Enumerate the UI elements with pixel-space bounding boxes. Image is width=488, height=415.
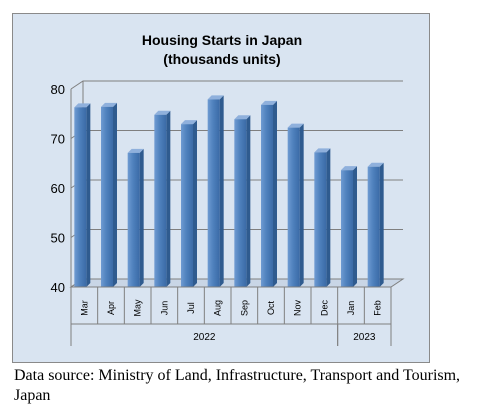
group-label: 2023 — [353, 332, 376, 343]
x-tick-label: Jan — [346, 301, 356, 316]
x-tick-label: Dec — [319, 300, 329, 317]
bar-side — [273, 100, 277, 287]
bar-side — [299, 123, 304, 287]
bar — [367, 166, 380, 287]
bar-side — [113, 102, 117, 287]
bar-top — [367, 162, 384, 167]
bar-top — [287, 123, 304, 128]
x-tick-label: Apr — [106, 301, 116, 315]
bar-top — [314, 148, 331, 153]
bar-top — [207, 95, 224, 100]
bar-side — [353, 166, 357, 287]
plot-area: 40 50 60 70 80 Mar Apr May Jun Jul Aug Sep Oct Nov Dec… — [51, 80, 405, 346]
bar-side — [139, 148, 144, 287]
bar — [74, 107, 87, 287]
chart-subtitle: (thousands units) — [163, 51, 280, 67]
bar-top — [261, 100, 277, 105]
bar-side — [166, 110, 171, 288]
x-tick-label: Feb — [373, 300, 383, 316]
source-note: Data source: Ministry of Land, Infrastru… — [14, 367, 461, 404]
y-tick-label: 60 — [51, 181, 65, 196]
bar-side — [246, 115, 251, 287]
y-tick-label: 40 — [51, 280, 65, 295]
chart-frame: Housing Starts in Japan (thousands units… — [12, 13, 430, 363]
x-tick-label: Mar — [79, 300, 89, 316]
bar-top — [234, 115, 251, 120]
bar — [127, 152, 140, 287]
bar-top — [181, 120, 197, 125]
bar — [207, 99, 220, 288]
bar-side — [379, 162, 384, 287]
x-tick-label: May — [133, 299, 143, 317]
x-tick-label: Sep — [239, 300, 249, 316]
x-tick-label: Oct — [266, 301, 276, 316]
bar — [234, 119, 247, 287]
chart-title: Housing Starts in Japan — [142, 32, 302, 48]
bar — [261, 104, 273, 287]
bar-top — [127, 148, 144, 153]
x-tick-label: Aug — [213, 300, 223, 316]
group-label: 2022 — [193, 332, 216, 343]
bar-side — [193, 120, 197, 288]
gridline — [70, 80, 403, 90]
y-tick-label: 70 — [51, 132, 65, 147]
bar-side — [219, 95, 224, 288]
bar — [287, 127, 300, 287]
y-tick-label: 50 — [51, 231, 65, 246]
bar — [101, 106, 113, 287]
bar-top — [74, 103, 91, 108]
bar-side — [326, 148, 331, 287]
bar-top — [154, 110, 171, 115]
bar-side — [86, 103, 91, 287]
x-tick-label: Nov — [293, 300, 303, 317]
y-tick-label: 80 — [51, 82, 65, 97]
bar — [341, 170, 353, 287]
bar — [181, 124, 193, 288]
x-tick-label: Jun — [159, 301, 169, 316]
bar-top — [341, 166, 357, 171]
bar — [154, 114, 167, 288]
bar-chart: Housing Starts in Japan (thousands units… — [51, 32, 405, 346]
bar — [314, 152, 327, 287]
bar-top — [101, 102, 117, 107]
x-tick-label: Jul — [186, 302, 196, 314]
